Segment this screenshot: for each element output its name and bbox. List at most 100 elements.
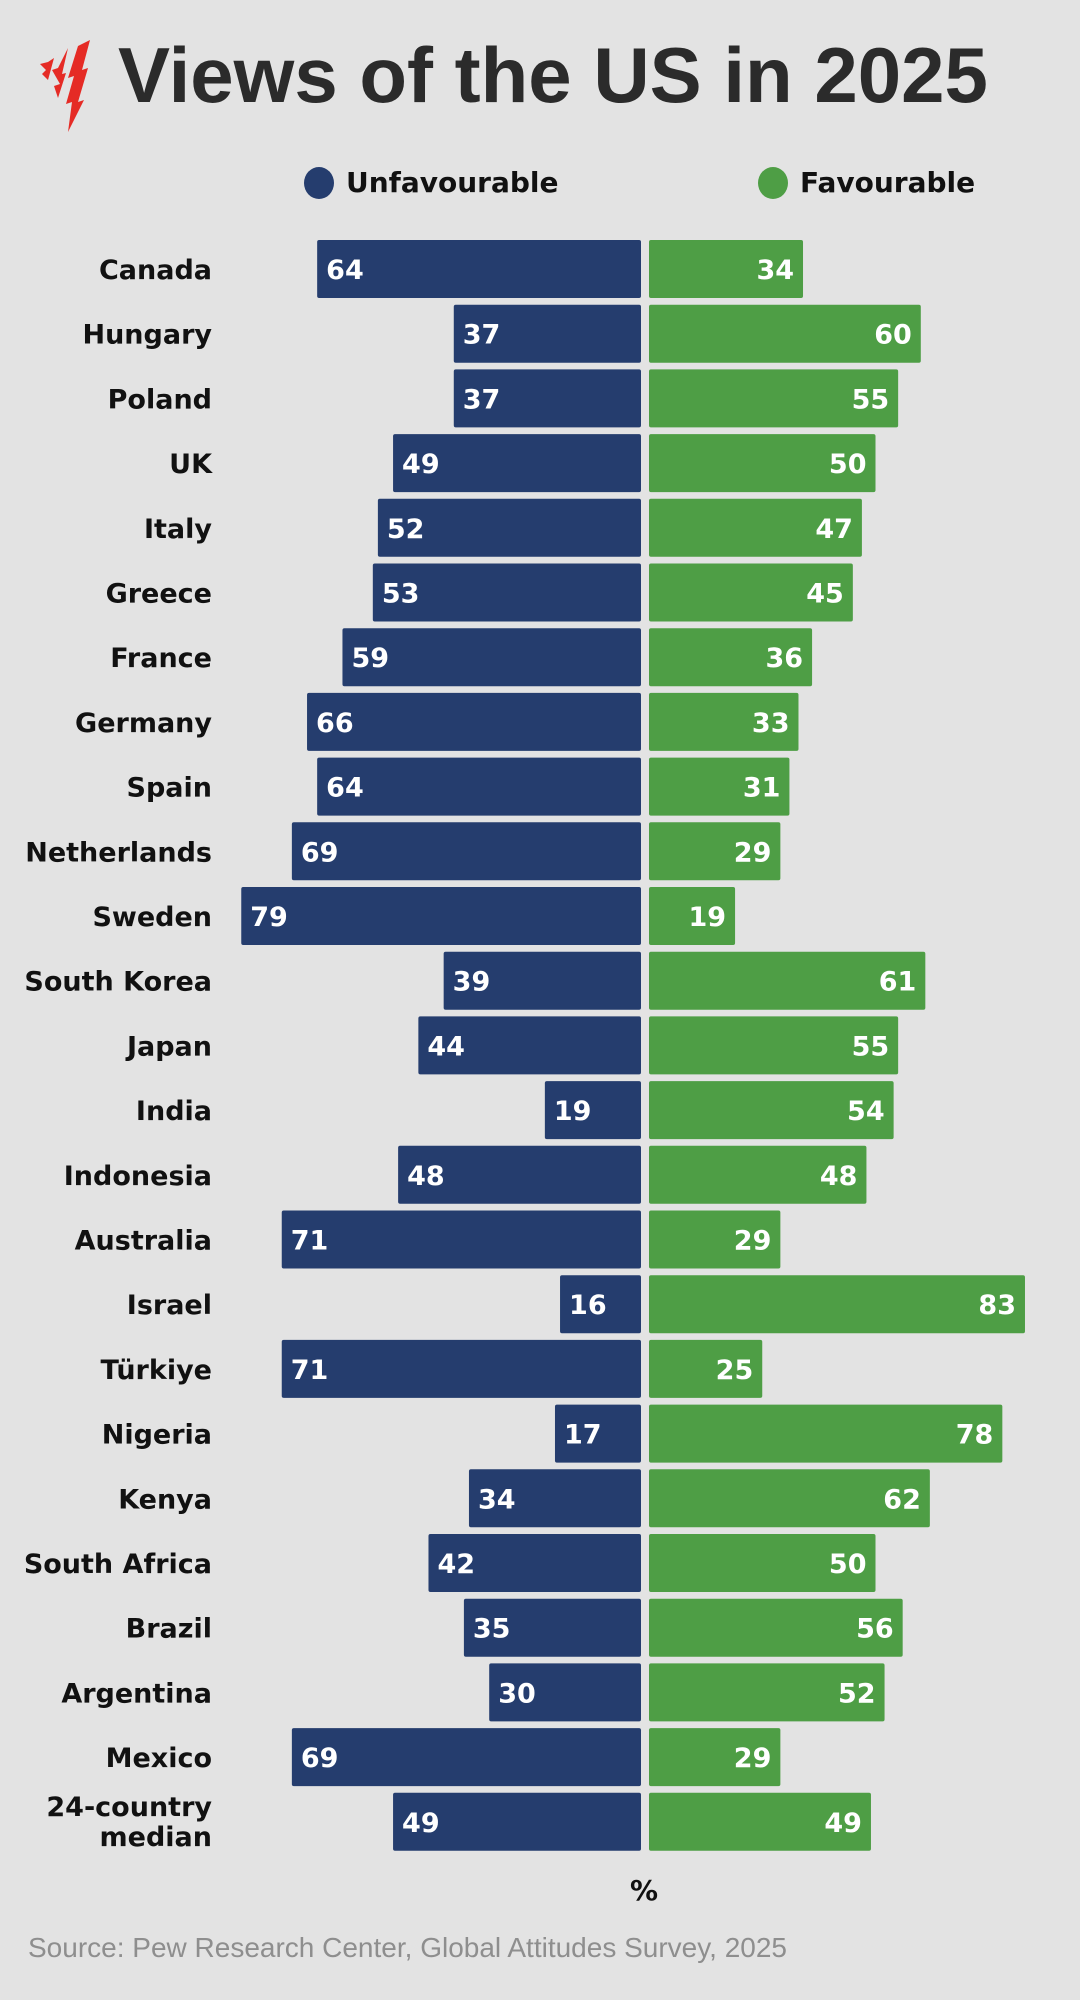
bar-favourable	[649, 1663, 885, 1722]
chart-title: Views of the US in 2025	[118, 31, 988, 119]
data-label-favourable: 25	[716, 1355, 754, 1386]
bar-unfavourable	[307, 692, 641, 751]
chart-area: Canada 64 34 Hungary 37 60 Poland 37 55 UK 49 50 Ita…	[24, 240, 1025, 1853]
category-label: South Korea	[24, 967, 212, 998]
data-label-favourable: 33	[752, 708, 790, 739]
category-label: Mexico	[106, 1743, 212, 1774]
data-label-unfavourable: 17	[564, 1420, 602, 1451]
data-label-favourable: 31	[743, 773, 781, 804]
bar-unfavourable	[241, 887, 641, 945]
category-label: Greece	[106, 579, 212, 610]
bar-favourable	[649, 692, 799, 751]
bar-unfavourable	[468, 1469, 641, 1528]
data-label-unfavourable: 37	[463, 320, 501, 351]
logo-icon	[40, 40, 90, 132]
bar-favourable	[649, 757, 790, 816]
bar-favourable	[649, 563, 853, 622]
data-label-unfavourable: 49	[402, 1808, 440, 1839]
category-label: Israel	[127, 1290, 212, 1321]
legend-unfavourable: Unfavourable	[304, 166, 559, 199]
category-label: Italy	[144, 514, 212, 545]
legend-swatch-unfavourable	[304, 166, 334, 199]
data-label-favourable: 29	[734, 1743, 772, 1774]
category-label: Nigeria	[102, 1420, 212, 1451]
bar-favourable	[649, 822, 781, 881]
bar-favourable	[649, 304, 921, 363]
bar-unfavourable	[560, 1275, 641, 1334]
data-label-favourable: 54	[847, 1096, 885, 1127]
bar-unfavourable	[291, 1728, 641, 1787]
data-label-unfavourable: 16	[569, 1290, 607, 1321]
data-label-unfavourable: 71	[291, 1355, 329, 1386]
bar-unfavourable	[443, 951, 641, 1010]
category-label: Kenya	[118, 1484, 212, 1515]
legend-label: Unfavourable	[346, 166, 559, 199]
data-label-favourable: 55	[852, 384, 890, 415]
bar-favourable	[649, 1210, 781, 1269]
bar-favourable	[649, 1792, 871, 1851]
category-label: Türkiye	[100, 1355, 212, 1386]
data-label-unfavourable: 48	[407, 1161, 445, 1192]
category-label: Germany	[75, 708, 212, 739]
bar-favourable	[649, 1728, 781, 1787]
data-label-favourable: 50	[829, 449, 867, 480]
data-label-favourable: 55	[852, 1031, 890, 1062]
bar-favourable	[649, 1534, 876, 1592]
category-label: Netherlands	[25, 837, 212, 868]
category-label: Australia	[75, 1226, 212, 1257]
data-label-favourable: 83	[978, 1290, 1016, 1321]
category-label: France	[110, 643, 212, 674]
legend-label: Favourable	[800, 166, 976, 199]
bar-favourable	[649, 887, 736, 945]
data-label-favourable: 29	[734, 837, 772, 868]
bar-favourable	[649, 1081, 894, 1140]
bar-unfavourable	[317, 757, 641, 816]
data-label-favourable: 19	[688, 902, 726, 933]
data-label-favourable: 61	[879, 967, 917, 998]
data-label-favourable: 62	[883, 1484, 921, 1515]
data-label-unfavourable: 39	[453, 967, 491, 998]
bar-favourable	[649, 1016, 899, 1075]
bar-favourable	[649, 1145, 867, 1204]
bar-unfavourable	[377, 498, 641, 557]
bar-unfavourable	[428, 1534, 641, 1592]
category-label: UK	[169, 449, 213, 480]
data-label-favourable: 50	[829, 1549, 867, 1580]
data-label-unfavourable: 30	[498, 1678, 536, 1709]
category-label: Indonesia	[64, 1161, 212, 1192]
data-label-unfavourable: 35	[473, 1614, 511, 1645]
data-label-unfavourable: 53	[382, 579, 420, 610]
bar-favourable	[649, 1339, 763, 1398]
data-label-favourable: 60	[874, 320, 912, 351]
unit-label: %	[629, 1874, 659, 1907]
bar-unfavourable	[393, 434, 641, 493]
bar-favourable	[649, 434, 876, 493]
bar-unfavourable	[372, 563, 641, 622]
bar-unfavourable	[291, 822, 641, 881]
bar-unfavourable	[544, 1081, 641, 1140]
category-label: Spain	[127, 773, 212, 804]
data-label-unfavourable: 37	[463, 384, 501, 415]
bar-unfavourable	[453, 304, 641, 363]
data-label-unfavourable: 66	[316, 708, 354, 739]
data-label-favourable: 45	[806, 579, 844, 610]
data-label-unfavourable: 69	[301, 1743, 339, 1774]
bar-favourable	[649, 1404, 1003, 1463]
bar-favourable	[649, 240, 804, 298]
bar-favourable	[649, 1598, 903, 1657]
legend-favourable: Favourable	[758, 166, 975, 199]
data-label-unfavourable: 44	[427, 1031, 465, 1062]
data-label-unfavourable: 52	[387, 514, 425, 545]
bar-unfavourable	[463, 1598, 641, 1657]
data-label-favourable: 36	[766, 643, 804, 674]
bar-unfavourable	[418, 1016, 641, 1075]
bar-unfavourable	[281, 1339, 641, 1398]
bar-unfavourable	[342, 628, 641, 687]
bar-favourable	[649, 628, 813, 687]
data-label-unfavourable: 19	[554, 1096, 592, 1127]
data-label-unfavourable: 69	[301, 837, 339, 868]
bar-favourable	[649, 498, 862, 557]
bar-unfavourable	[453, 369, 641, 428]
data-label-unfavourable: 49	[402, 449, 440, 480]
category-label: South Africa	[24, 1549, 212, 1580]
